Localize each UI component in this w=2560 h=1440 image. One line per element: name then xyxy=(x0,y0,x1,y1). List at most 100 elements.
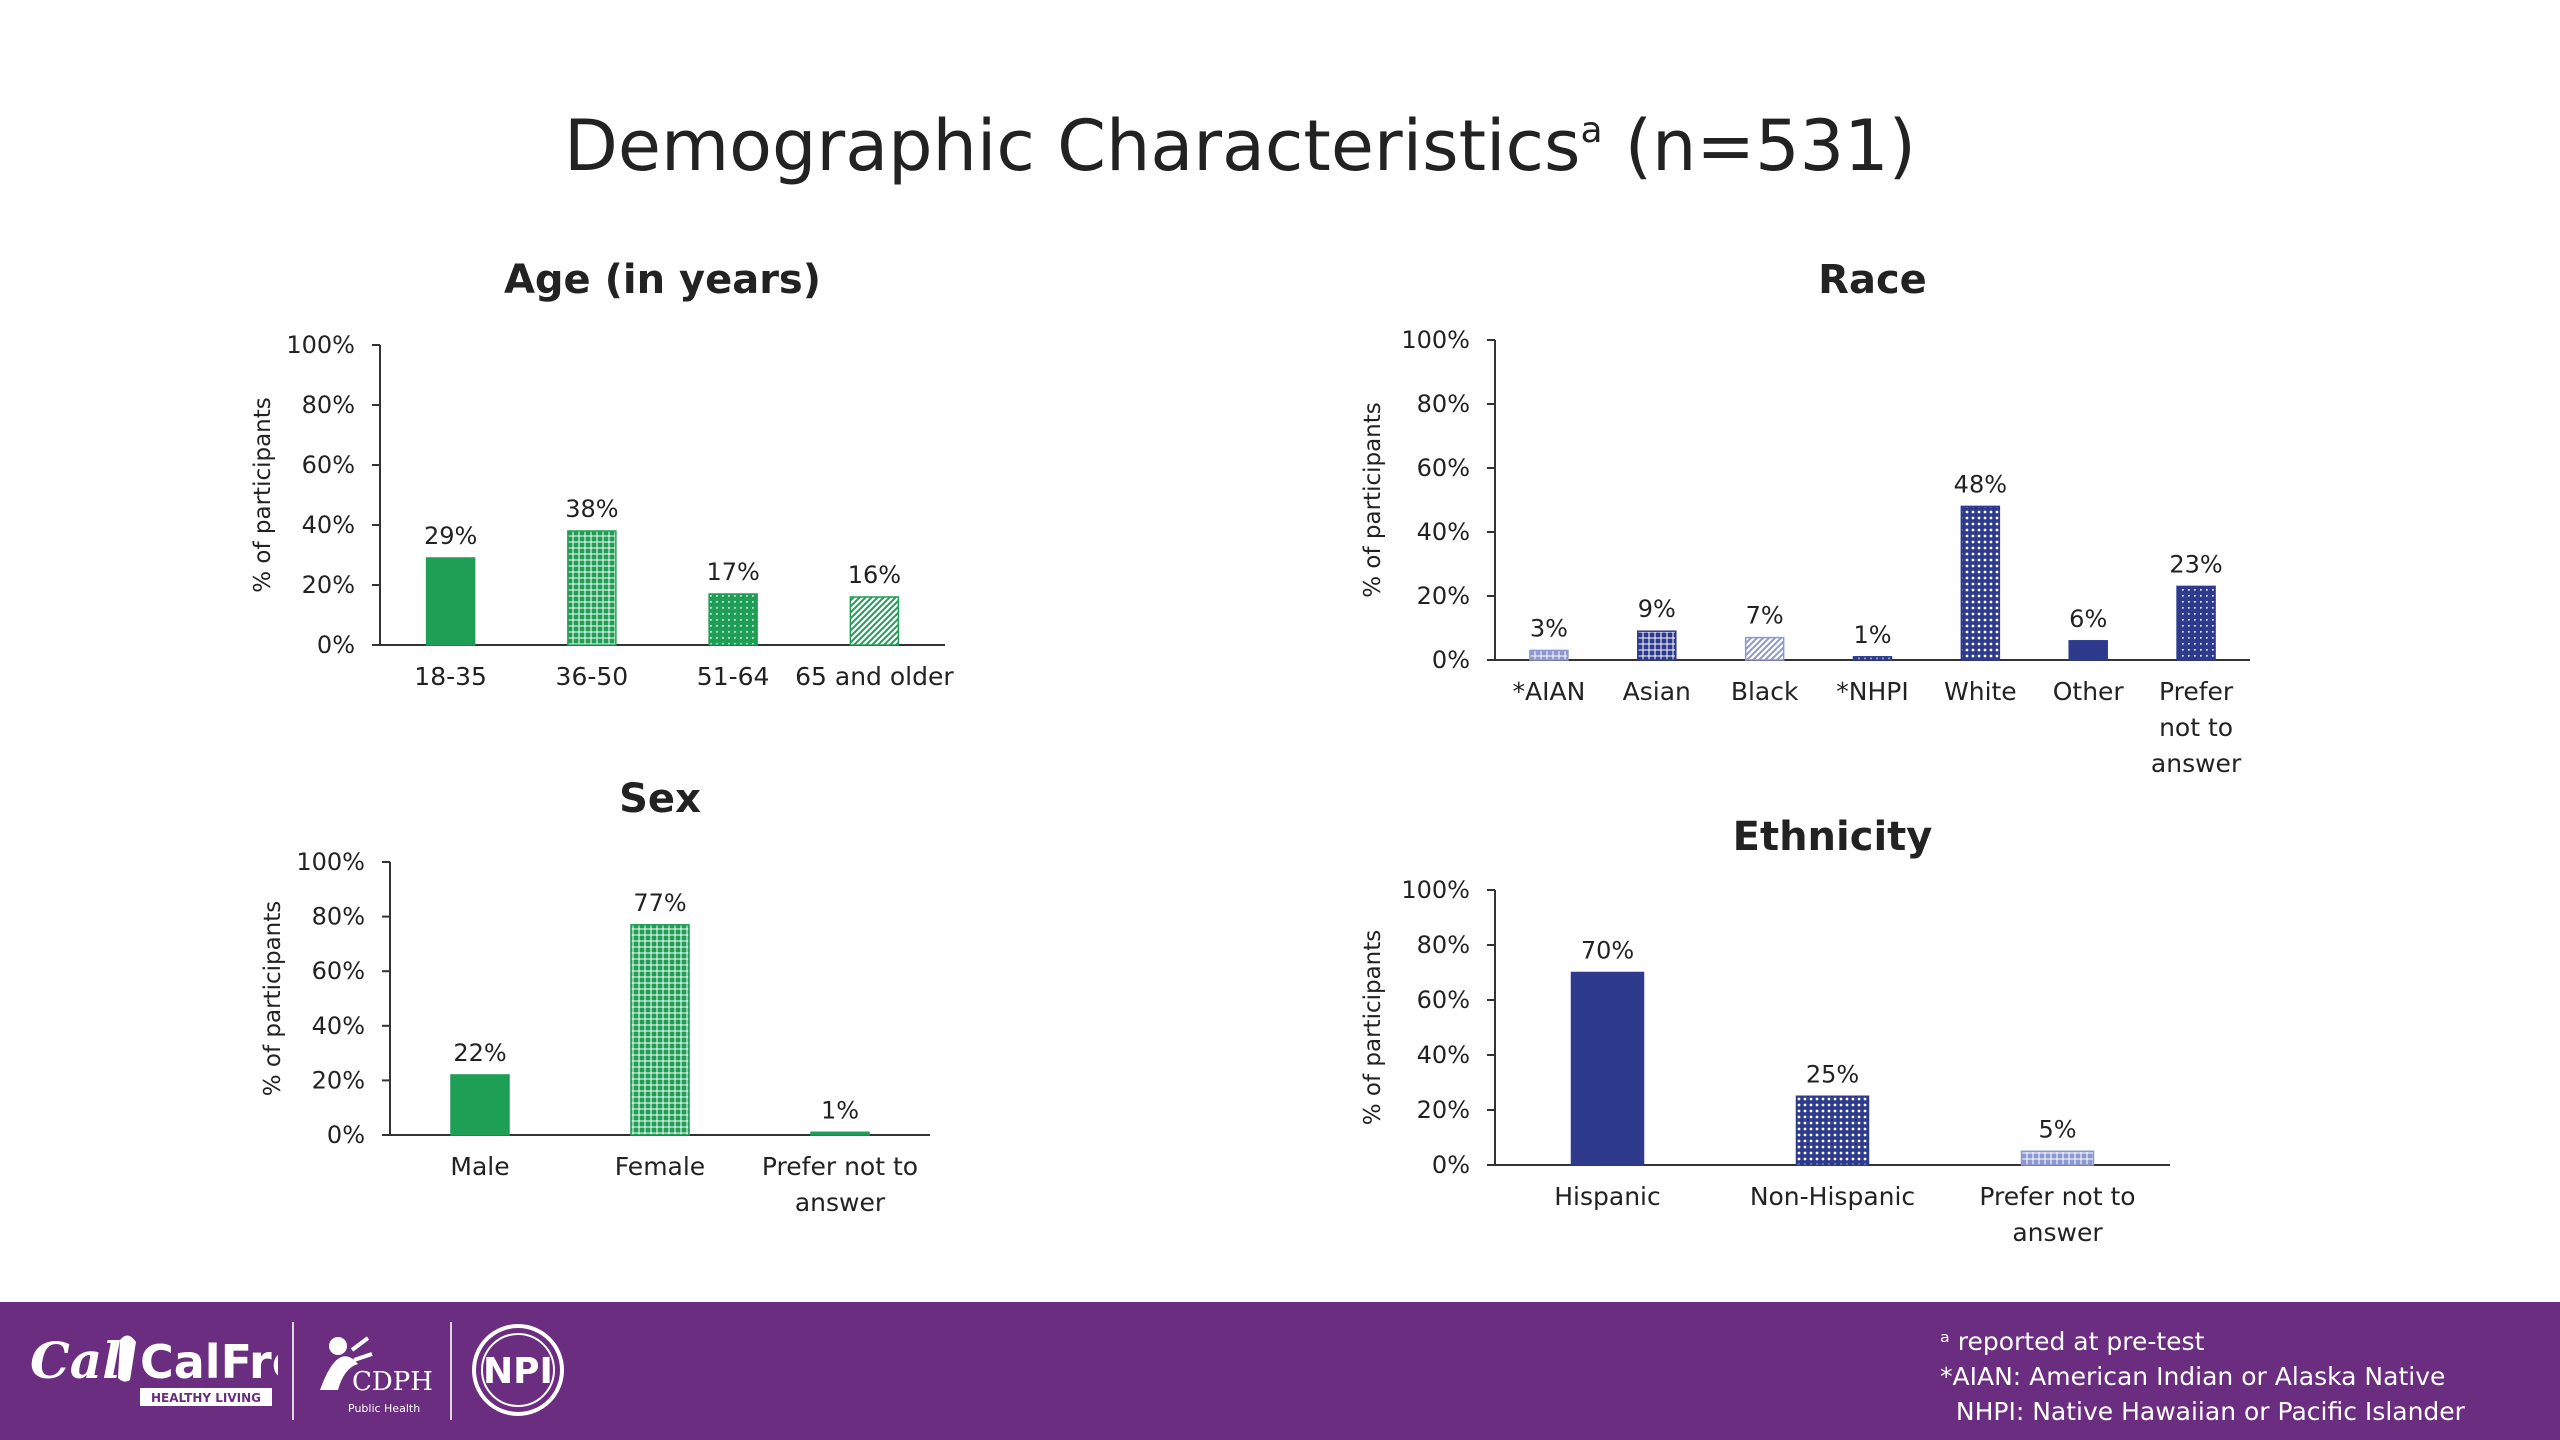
age-y-axis-label: % of participants xyxy=(250,397,276,593)
age-bar xyxy=(849,596,900,646)
race-y-tick-label: 40% xyxy=(1417,518,1470,546)
sex-y-tick-label: 60% xyxy=(312,957,365,985)
sex-category-label: Female xyxy=(615,1152,705,1181)
ethnicity-category-label: Non-Hispanic xyxy=(1750,1182,1915,1211)
age-bar xyxy=(708,593,758,646)
age-data-label: 17% xyxy=(706,558,759,586)
sex-category-label: answer xyxy=(795,1188,886,1217)
age-category-label: 65 and older xyxy=(795,662,954,691)
ethnicity-category-label: Prefer not to xyxy=(1979,1182,2135,1211)
sex-data-label: 1% xyxy=(821,1096,859,1124)
ethnicity-category-label: answer xyxy=(2012,1218,2103,1247)
race-y-tick-label: 80% xyxy=(1417,390,1470,418)
sex-bar xyxy=(810,1131,870,1136)
age-y-tick-label: 60% xyxy=(302,451,355,479)
footnote-aian: *AIAN: American Indian or Alaska Native xyxy=(1940,1362,2446,1391)
calfresh-logo-subtext: HEALTHY LIVING xyxy=(151,1391,261,1405)
race-y-tick-label: 100% xyxy=(1401,326,1470,354)
race-data-label: 23% xyxy=(2169,550,2222,578)
race-y-tick-label: 60% xyxy=(1417,454,1470,482)
age-data-label: 16% xyxy=(848,561,901,589)
ethnicity-category-label: Hispanic xyxy=(1554,1182,1661,1211)
ethnicity-y-tick-label: 100% xyxy=(1401,876,1470,904)
sex-y-tick-label: 20% xyxy=(312,1066,365,1094)
race-bar xyxy=(1852,656,1893,661)
ethnicity-y-tick-label: 0% xyxy=(1432,1151,1470,1179)
age-category-label: 51-64 xyxy=(697,662,770,691)
race-data-label: 1% xyxy=(1853,621,1891,649)
race-bar xyxy=(1637,630,1677,661)
age-category-label: 36-50 xyxy=(556,662,629,691)
race-chart-title: Race xyxy=(1818,257,1927,303)
ethnicity-y-tick-label: 60% xyxy=(1417,986,1470,1014)
age-data-label: 38% xyxy=(565,495,618,523)
leaf-icon xyxy=(118,1335,136,1382)
ethnicity-bar xyxy=(1570,971,1645,1166)
ethnicity-data-label: 70% xyxy=(1581,937,1634,965)
calfresh-logo: Cal CalFresh HEALTHY LIVING xyxy=(30,1331,278,1406)
race-data-label: 9% xyxy=(1638,595,1676,623)
ethnicity-bar xyxy=(2020,1150,2095,1166)
cdph-logo: CDPH Public Health xyxy=(320,1336,433,1415)
cdph-logo-text: CDPH xyxy=(352,1367,433,1397)
race-bar xyxy=(1529,649,1569,661)
race-y-tick-label: 20% xyxy=(1417,582,1470,610)
age-y-tick-label: 80% xyxy=(302,391,355,419)
race-y-axis-label: % of participants xyxy=(1360,402,1386,598)
age-y-tick-label: 0% xyxy=(317,631,355,659)
race-category-label: Asian xyxy=(1623,677,1691,706)
race-chart: Race % of participants 0% 20% 40% 60% 80% 100% 3… xyxy=(1360,257,2250,778)
ethnicity-y-axis-label: % of participants xyxy=(1360,930,1386,1126)
footnote-pretest: ᵃ reported at pre-test xyxy=(1940,1327,2205,1356)
age-bar xyxy=(567,530,617,646)
ethnicity-bar xyxy=(1795,1095,1870,1166)
race-category-label: *NHPI xyxy=(1836,677,1908,706)
race-category-label: Black xyxy=(1731,677,1799,706)
race-category-label: answer xyxy=(2151,749,2242,778)
logo-divider xyxy=(292,1322,294,1420)
sex-chart: Sex % of participants 0% 20% 40% 60% 80% 100% 22… xyxy=(260,776,930,1217)
race-data-label: 3% xyxy=(1530,614,1568,642)
age-y-tick-label: 100% xyxy=(286,331,355,359)
sex-data-label: 22% xyxy=(453,1039,506,1067)
race-data-label: 6% xyxy=(2069,605,2107,633)
age-y-tick-label: 40% xyxy=(302,511,355,539)
cdph-logo-subtext: Public Health xyxy=(348,1402,420,1415)
race-category-label: Prefer xyxy=(2159,677,2234,706)
svg-text:Cal: Cal xyxy=(30,1331,121,1390)
ethnicity-y-tick-label: 40% xyxy=(1417,1041,1470,1069)
race-bar xyxy=(2176,585,2216,661)
age-chart-title: Age (in years) xyxy=(504,257,821,303)
sex-bar xyxy=(630,924,690,1136)
age-y-tick-label: 20% xyxy=(302,571,355,599)
sex-y-axis-label: % of participants xyxy=(260,901,286,1097)
race-data-label: 7% xyxy=(1746,602,1784,630)
sex-y-tick-label: 100% xyxy=(296,848,365,876)
slide-title-superscript: a xyxy=(1580,110,1603,151)
sex-data-label: 77% xyxy=(633,889,686,917)
footer-bar: Cal CalFresh HEALTHY LIVING CDPH Public … xyxy=(0,1302,2560,1440)
slide-title-main: Demographic Characteristics xyxy=(564,105,1581,187)
footer-notes: ᵃ reported at pre-test *AIAN: American I… xyxy=(1940,1324,2465,1429)
footnote-nhpi: NHPI: Native Hawaiian or Pacific Islande… xyxy=(1940,1397,2465,1426)
sex-category-label: Prefer not to xyxy=(762,1152,918,1181)
age-chart: Age (in years) % of participants 0% 20% 40% 6… xyxy=(250,257,954,691)
race-category-label: *AIAN xyxy=(1513,677,1586,706)
race-category-label: White xyxy=(1944,677,2017,706)
ethnicity-data-label: 25% xyxy=(1806,1060,1859,1088)
sex-chart-title: Sex xyxy=(619,776,701,822)
sex-category-label: Male xyxy=(450,1152,509,1181)
ethnicity-y-tick-label: 20% xyxy=(1417,1096,1470,1124)
race-y-tick-label: 0% xyxy=(1432,646,1470,674)
age-category-label: 18-35 xyxy=(414,662,487,691)
slide-title: Demographic Characteristicsa (n=531) xyxy=(0,105,2480,187)
race-bar xyxy=(1960,505,2001,661)
npi-logo-text: NPI xyxy=(483,1351,553,1392)
age-data-label: 29% xyxy=(424,522,477,550)
npi-logo: NPI xyxy=(472,1324,564,1416)
race-bar xyxy=(1744,636,1785,661)
slide-title-n: (n=531) xyxy=(1602,105,1916,187)
race-category-label: Other xyxy=(2053,677,2125,706)
sex-bar xyxy=(450,1074,510,1136)
age-bar xyxy=(425,557,476,646)
